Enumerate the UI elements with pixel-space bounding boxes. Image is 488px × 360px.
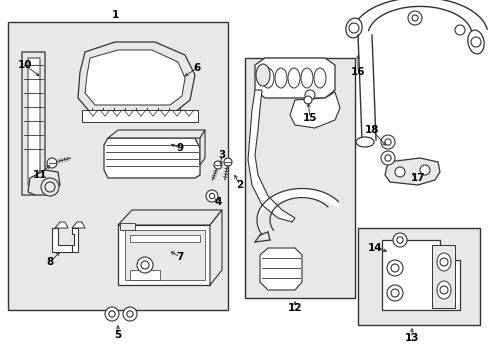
Text: 13: 13 <box>404 333 418 343</box>
Text: 2: 2 <box>236 180 243 190</box>
Text: 1: 1 <box>111 10 119 20</box>
Polygon shape <box>118 225 209 285</box>
Polygon shape <box>108 130 204 138</box>
Circle shape <box>407 11 421 25</box>
Circle shape <box>439 258 447 266</box>
Bar <box>244 58 354 298</box>
Circle shape <box>126 311 133 317</box>
Polygon shape <box>247 90 294 222</box>
Polygon shape <box>289 92 339 128</box>
Ellipse shape <box>256 64 269 86</box>
Circle shape <box>411 15 417 21</box>
Circle shape <box>470 37 480 47</box>
Text: 16: 16 <box>350 67 365 77</box>
Circle shape <box>386 260 402 276</box>
Text: 18: 18 <box>364 125 379 135</box>
Circle shape <box>224 158 231 166</box>
Polygon shape <box>85 50 184 105</box>
Circle shape <box>137 257 153 273</box>
Circle shape <box>105 307 119 321</box>
Text: 6: 6 <box>193 63 200 73</box>
Ellipse shape <box>355 137 373 147</box>
Text: 9: 9 <box>176 143 183 153</box>
Text: 11: 11 <box>33 170 47 180</box>
Circle shape <box>384 155 390 161</box>
Circle shape <box>380 151 394 165</box>
Circle shape <box>394 167 404 177</box>
Circle shape <box>380 135 394 149</box>
Polygon shape <box>254 58 334 98</box>
Polygon shape <box>431 245 454 308</box>
Text: 12: 12 <box>287 303 302 313</box>
Text: 4: 4 <box>214 197 221 207</box>
Text: 15: 15 <box>302 113 317 123</box>
Ellipse shape <box>345 18 362 38</box>
Circle shape <box>390 289 398 297</box>
Circle shape <box>41 178 59 196</box>
Polygon shape <box>82 110 198 122</box>
Circle shape <box>419 165 429 175</box>
Text: 7: 7 <box>176 252 183 262</box>
Circle shape <box>305 90 314 100</box>
Polygon shape <box>381 240 459 310</box>
Ellipse shape <box>436 253 450 271</box>
Polygon shape <box>52 228 72 252</box>
Circle shape <box>205 190 218 202</box>
Polygon shape <box>55 222 68 228</box>
Circle shape <box>384 139 390 145</box>
Circle shape <box>209 193 214 199</box>
Circle shape <box>348 23 358 33</box>
Text: 8: 8 <box>46 257 54 267</box>
Ellipse shape <box>467 30 483 54</box>
Polygon shape <box>72 228 78 252</box>
Text: 5: 5 <box>114 330 122 340</box>
Polygon shape <box>200 130 204 165</box>
Polygon shape <box>118 210 222 225</box>
Circle shape <box>454 25 464 35</box>
Polygon shape <box>78 42 195 112</box>
Circle shape <box>386 285 402 301</box>
Circle shape <box>304 96 311 104</box>
Polygon shape <box>120 223 135 230</box>
Polygon shape <box>28 58 40 185</box>
Circle shape <box>390 264 398 272</box>
Text: 17: 17 <box>410 173 425 183</box>
Polygon shape <box>209 210 222 285</box>
Circle shape <box>141 261 149 269</box>
Polygon shape <box>22 52 45 195</box>
Circle shape <box>396 237 402 243</box>
Circle shape <box>47 158 57 168</box>
Circle shape <box>214 161 222 169</box>
Circle shape <box>45 182 55 192</box>
Polygon shape <box>130 270 160 280</box>
Circle shape <box>439 286 447 294</box>
Bar <box>8 22 227 310</box>
Circle shape <box>392 233 406 247</box>
Polygon shape <box>28 170 60 195</box>
Circle shape <box>123 307 137 321</box>
Text: 10: 10 <box>18 60 32 70</box>
Circle shape <box>109 311 115 317</box>
Text: 3: 3 <box>218 150 225 160</box>
Text: 14: 14 <box>367 243 382 253</box>
Polygon shape <box>72 222 85 228</box>
Polygon shape <box>104 138 200 178</box>
Polygon shape <box>130 235 200 242</box>
Polygon shape <box>260 248 302 290</box>
Polygon shape <box>384 158 439 185</box>
Ellipse shape <box>436 281 450 299</box>
Polygon shape <box>125 230 204 280</box>
Bar <box>357 228 479 325</box>
